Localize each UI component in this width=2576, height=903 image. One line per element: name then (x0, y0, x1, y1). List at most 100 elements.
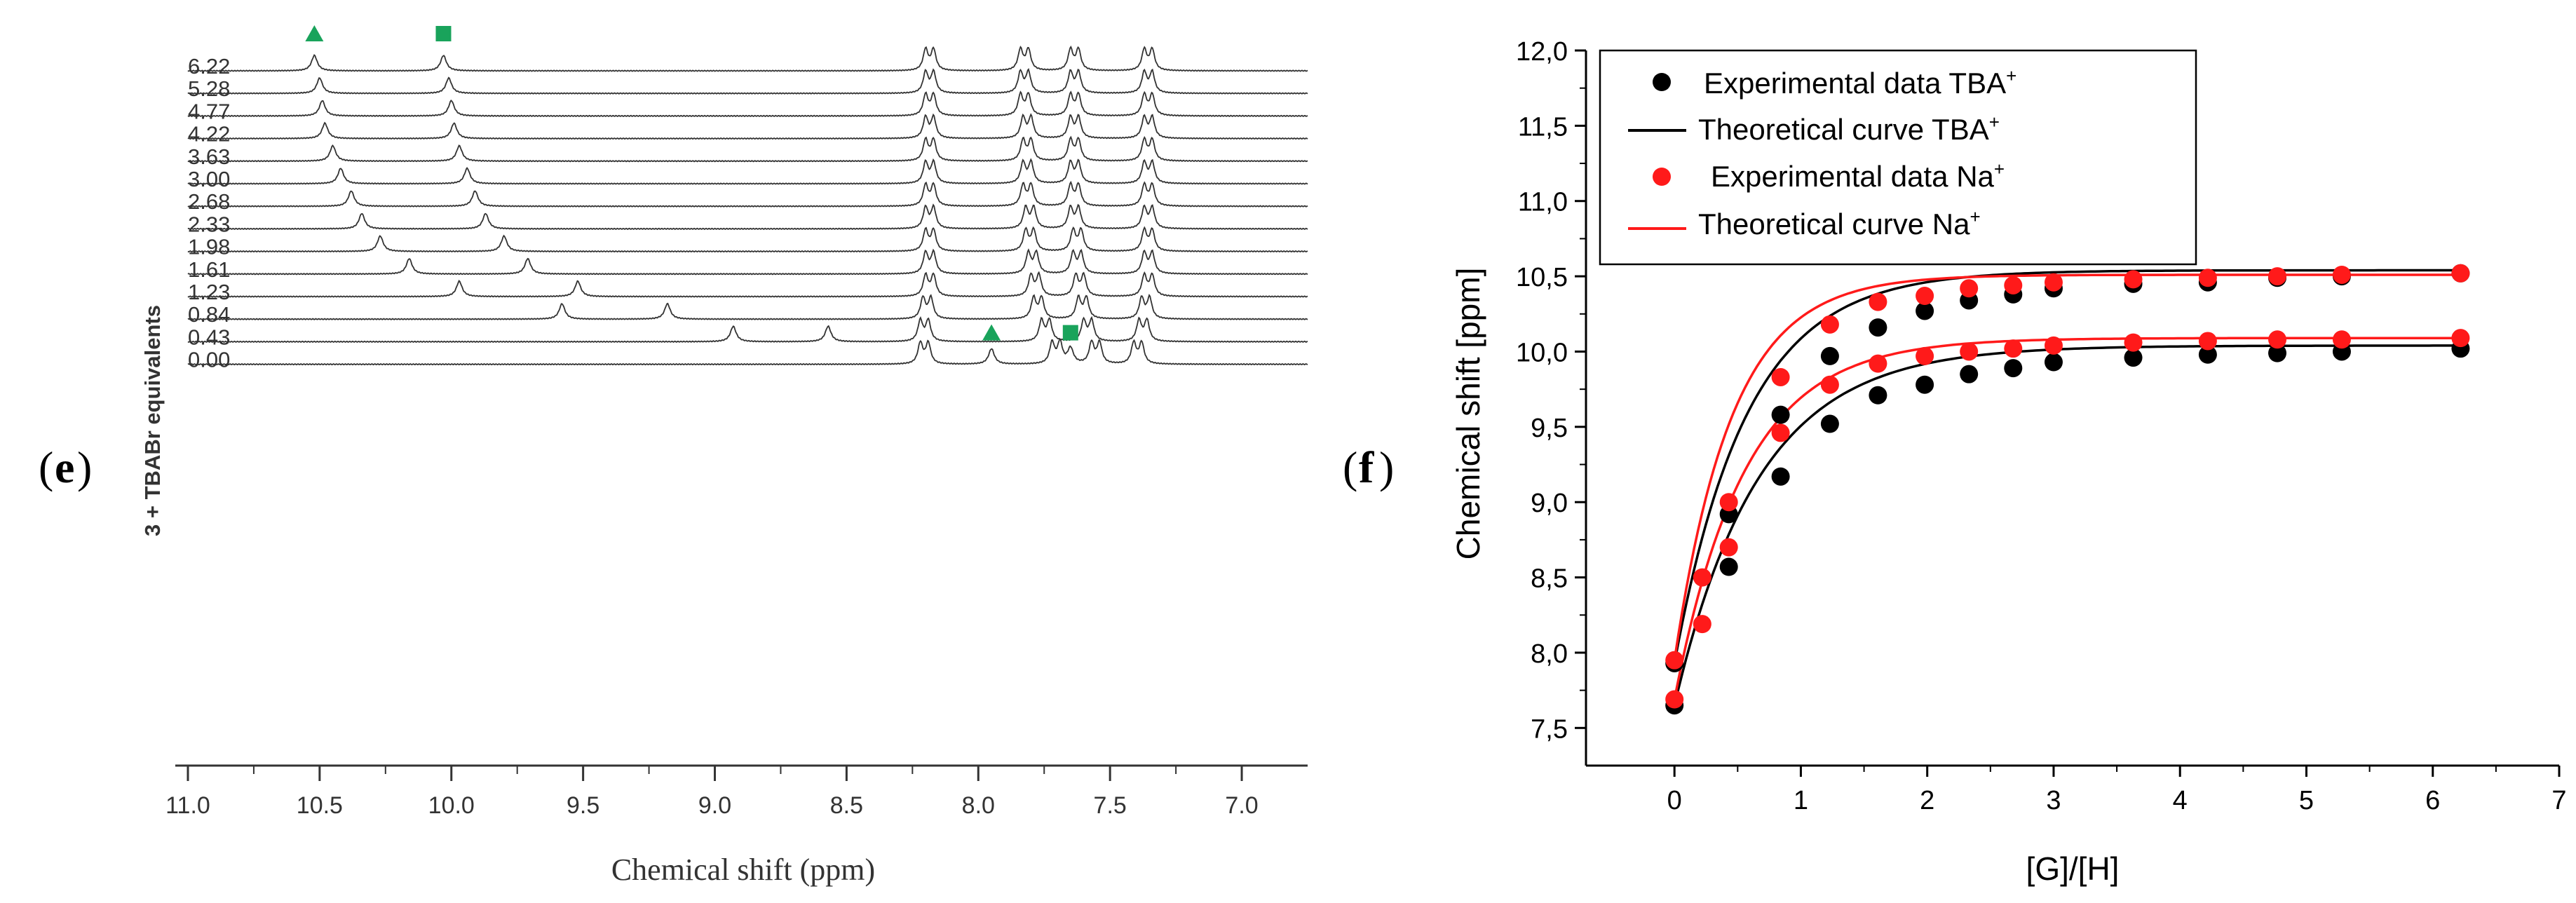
data-point (2332, 265, 2351, 284)
data-point (2268, 267, 2287, 286)
spectrum-trace (187, 135, 1308, 163)
panel-f-label: f (1359, 442, 1374, 492)
data-point (1693, 615, 1711, 634)
data-point (2124, 348, 2143, 367)
trace-label: 0.43 (188, 325, 230, 349)
data-point (1665, 651, 1684, 670)
panel-f-xlabel: [G]/[H] (2026, 850, 2120, 887)
data-point (2451, 329, 2470, 348)
data-point (1693, 568, 1711, 587)
legend-swatch-tba-experimental (1653, 73, 1671, 91)
trace-label: 3.63 (188, 144, 230, 169)
x-tick-label: 8.5 (830, 792, 863, 819)
panel-e-traces: 0.000.430.841.231.611.982.332.683.003.63… (187, 46, 1308, 372)
x-tick-label: 5 (2299, 786, 2314, 815)
spectrum-trace (187, 248, 1308, 276)
trace-label: 0.84 (188, 302, 230, 327)
spectrum-trace (187, 90, 1308, 118)
panel-f-theoretical-curves (1673, 269, 2461, 706)
data-point (1719, 493, 1738, 512)
x-tick-label: 2 (1920, 786, 1934, 815)
x-tick-label: 7.0 (1225, 792, 1258, 819)
panel-f-titration-chart: ( f ) Chemical shift [ppm] 7,5 8,0 8,5 9,0 9… (1343, 37, 2567, 887)
legend-box (1599, 49, 2197, 266)
trace-label: 0.00 (188, 348, 230, 372)
x-tick-label: 7 (2551, 786, 2566, 815)
y-tick-label: 10,5 (1516, 263, 1568, 292)
y-tick-label: 11,0 (1518, 188, 1568, 217)
data-point (1869, 386, 1887, 405)
x-tick-label: 7.5 (1094, 792, 1127, 819)
panel-f-ylabel: Chemical shift [ppm] (1450, 268, 1486, 560)
panel-f-axes (1585, 50, 2559, 767)
x-tick-label: 10.0 (428, 792, 475, 819)
panel-f-x-ticks: 0 1 2 3 4 5 6 7 (1667, 766, 2567, 815)
trace-label: 3.00 (188, 167, 230, 191)
data-point (2451, 264, 2470, 283)
data-point (2044, 273, 2063, 292)
data-point (2268, 330, 2287, 349)
data-point (1916, 287, 1934, 306)
y-tick-label: 12,0 (1516, 37, 1568, 67)
y-tick-label: 7,5 (1531, 714, 1568, 744)
theoretical-curve-line (1673, 337, 2461, 700)
data-point (2198, 345, 2217, 364)
spectrum-trace (187, 158, 1308, 185)
spectrum-trace (187, 46, 1308, 72)
triangle-marker-icon (982, 324, 1001, 341)
panel-e-ylabel: 3 + TBABr equivalents (140, 305, 165, 536)
data-point (1771, 467, 1790, 486)
data-point (1820, 346, 1839, 365)
data-point (1771, 405, 1790, 424)
data-point (1869, 292, 1887, 311)
data-point (1869, 354, 1887, 373)
data-point (2198, 332, 2217, 351)
spectrum-trace (187, 294, 1308, 320)
theoretical-curve-line (1673, 269, 2461, 664)
x-tick-label: 0 (1667, 786, 1682, 815)
data-point (1960, 279, 1979, 298)
legend-label-tba-experimental: Experimental data TBA+ (1704, 65, 2016, 100)
x-tick-label: 1 (1794, 786, 1808, 815)
data-point (1771, 367, 1790, 386)
triangle-marker-icon (305, 25, 324, 41)
trace-label: 1.23 (188, 280, 230, 304)
y-tick-label: 9,5 (1531, 414, 1568, 443)
data-point (1916, 301, 1934, 320)
data-point (2004, 276, 2023, 294)
panel-f-data-points (1665, 264, 2470, 715)
spectrum-trace (187, 226, 1308, 253)
legend-label-na-experimental: Experimental data Na+ (1711, 158, 2005, 193)
panel-e-x-ticks: 11.0 10.5 10.0 9.5 9.0 8.5 8.0 7.5 7.0 (165, 766, 1259, 819)
data-point (2124, 333, 2143, 352)
data-point (2124, 270, 2143, 289)
panel-e-label-open: ( (39, 442, 53, 492)
x-tick-label: 3 (2046, 786, 2061, 815)
y-tick-label: 9,0 (1531, 489, 1568, 518)
data-point (2268, 344, 2287, 362)
data-point (1916, 375, 1934, 394)
x-tick-label: 4 (2173, 786, 2188, 815)
square-marker-icon (1062, 325, 1078, 341)
spectrum-trace (187, 338, 1308, 366)
trace-label: 2.33 (188, 212, 230, 236)
trace-label: 4.22 (188, 122, 230, 147)
panel-f-y-ticks: 7,5 8,0 8,5 9,0 9,5 10,0 10,5 11,0 11,5 12,0 (1516, 37, 1586, 744)
x-tick-label: 11.0 (165, 792, 210, 819)
panel-e-markers (305, 25, 1078, 341)
data-point (1960, 342, 1979, 361)
x-tick-label: 6 (2425, 786, 2440, 815)
data-point (2198, 269, 2217, 287)
data-point (2044, 336, 2063, 355)
x-tick-label: 8.0 (962, 792, 995, 819)
data-point (1820, 315, 1839, 334)
data-point (2044, 353, 2063, 372)
spectrum-trace (187, 113, 1308, 140)
spectrum-trace (187, 180, 1308, 208)
data-point (1820, 414, 1839, 433)
panel-f-label-open: ( (1343, 442, 1357, 492)
data-point (1820, 375, 1839, 394)
trace-label: 6.22 (188, 54, 230, 79)
square-marker-icon (435, 26, 452, 41)
